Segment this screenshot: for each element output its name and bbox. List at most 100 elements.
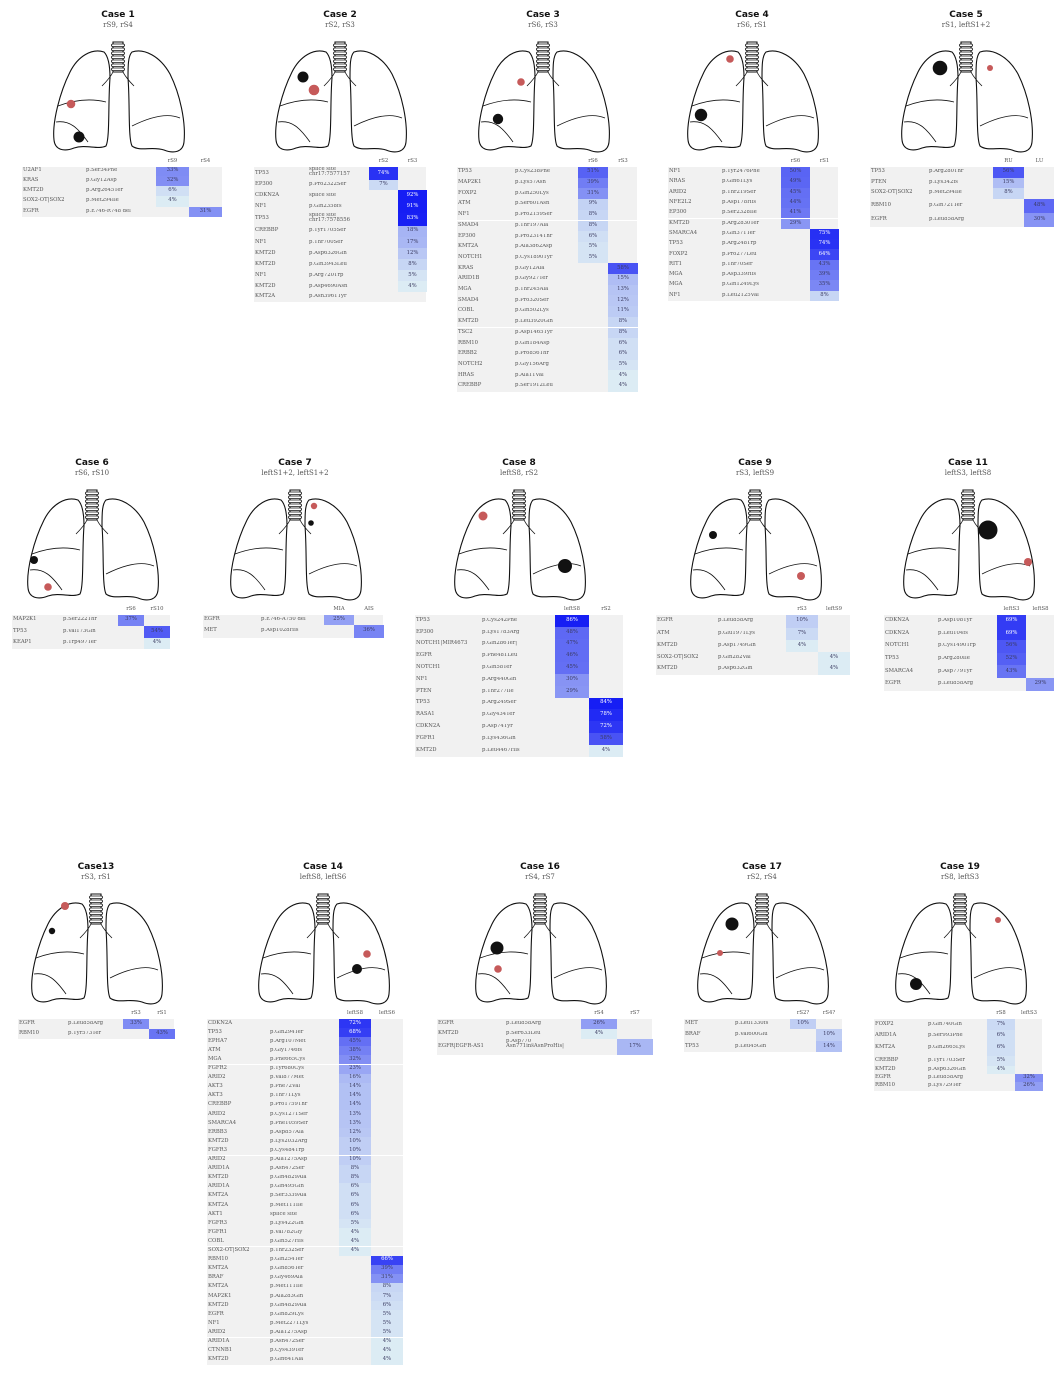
vaf-cell: 8%: [608, 316, 638, 328]
table-row: NF1 p.Arg720Trp 5%: [254, 270, 427, 281]
case-sites: rS1, leftS1+2: [941, 21, 991, 29]
column-header: leftS8: [564, 606, 580, 612]
vaf-cell: 51%: [578, 167, 608, 178]
tracheal-ring: [316, 907, 330, 911]
vaf-cell: 5%: [371, 1310, 403, 1320]
table-row: CDKN2A p.Asp74Tyr 72%: [415, 721, 623, 733]
vaf-label: 32%: [1023, 1073, 1035, 1080]
vaf-cell: 47%: [555, 638, 589, 651]
gene-name: ARID1A: [208, 1183, 230, 1190]
vaf-cell: 4%: [339, 1237, 371, 1247]
gene-name: EPHA7: [208, 1037, 228, 1044]
protein-change: p.Asp1028His: [261, 628, 299, 634]
lung-diagram: [697, 893, 829, 1005]
protein-change: p.Ser993Phe: [928, 1032, 963, 1038]
protein-change: p.Ala3862Asp: [515, 244, 553, 250]
vaf-cell: 58%: [589, 733, 623, 745]
table-row: MET p.Asp1028His 36%: [203, 625, 384, 638]
tracheal-ring: [85, 507, 99, 511]
tracheal-ring: [333, 67, 347, 71]
secondary-lesion-dot: [494, 965, 502, 973]
vaf-label: 10%: [349, 1146, 361, 1153]
fissure-line: [479, 951, 529, 959]
table-row: KMT2A p.Gln2665Lys 6%: [874, 1041, 1042, 1056]
bronchus-line: [526, 71, 560, 87]
vaf-cell: 56%: [993, 167, 1024, 178]
fissure-line: [308, 563, 358, 575]
vaf-cell: 41%: [781, 208, 810, 219]
case-title: Case 4: [735, 10, 769, 20]
protein-change: p.Lys422Gln: [270, 1220, 304, 1226]
protein-change: p.Arg280Thr: [929, 169, 964, 175]
tracheal-ring: [748, 499, 762, 503]
fissure-line: [109, 967, 159, 979]
tracheal-ring: [748, 511, 762, 515]
fissure-line: [768, 563, 818, 575]
gene-name: MGA: [208, 1055, 222, 1062]
tracheal-ring: [959, 67, 973, 71]
fissure-line: [899, 951, 949, 959]
vaf-label: 5%: [618, 360, 628, 367]
vaf-cell: 84%: [589, 697, 623, 710]
fissure-line: [55, 121, 89, 143]
table-row: AKT3 p.Phe72Val 14%: [207, 1082, 403, 1092]
vaf-label: 35%: [818, 281, 831, 288]
tracheal-ring: [512, 503, 526, 507]
gene-name: KMT2A: [208, 1201, 229, 1208]
case-title: Case 3: [526, 10, 560, 20]
bronchus-line: [278, 519, 312, 535]
gene-name: NOTCH2: [458, 360, 483, 367]
protein-change: p.Leu4467His: [482, 747, 520, 753]
vaf-label: 69%: [1005, 629, 1018, 636]
protein-change: p.Cys1490Trp: [938, 643, 976, 649]
vaf-cell: 56%: [997, 640, 1026, 653]
gene-name: SOX2-OT|SOX2: [23, 197, 65, 204]
tracheal-ring: [536, 47, 550, 51]
vaf-label: 45%: [349, 1037, 361, 1044]
left-lung-shape: [528, 498, 586, 601]
protein-change: p.Asp1465Tyr: [515, 329, 553, 335]
tracheal-ring: [755, 895, 769, 899]
gene-name: NF1: [255, 238, 267, 245]
vaf-cell: 26%: [1015, 1082, 1043, 1091]
secondary-lesion-dot: [308, 84, 320, 96]
tracheal-ring: [333, 59, 347, 63]
dominant-lesion-dot: [910, 978, 922, 990]
secondary-lesion-dot: [726, 55, 734, 63]
gene-name: KMT2D: [255, 282, 276, 289]
left-lung-shape: [764, 498, 822, 601]
tracheal-ring: [953, 907, 967, 911]
vaf-cell: 29%: [555, 685, 589, 698]
table-row: ARID1A p.Gln495Gln 6%: [207, 1182, 403, 1192]
protein-change: p.Gly12Ala: [515, 265, 545, 271]
fissure-line: [456, 569, 490, 591]
gene-name: TP53: [871, 168, 885, 175]
gene-name: ARID1B: [458, 275, 480, 282]
tracheal-ring: [333, 43, 347, 47]
vaf-cell: 66%: [371, 1255, 403, 1265]
left-lung-shape: [977, 498, 1035, 601]
vaf-cell: 31%: [371, 1273, 403, 1283]
table-row: RASA1 p.Gly434Ter 78%: [415, 709, 623, 722]
gene-name: KRAS: [458, 264, 474, 271]
secondary-lesion-dot: [363, 950, 371, 958]
vaf-label: 41%: [789, 209, 802, 216]
gene-name: RIT1: [669, 260, 682, 267]
vaf-label: 4%: [594, 1029, 604, 1036]
dominant-lesion-dot: [308, 520, 314, 526]
vaf-cell: 14%: [816, 1041, 842, 1052]
protein-change: p.Met2271Lys: [270, 1320, 309, 1326]
vaf-cell: 15%: [608, 274, 638, 285]
vaf-label: 6%: [996, 1044, 1006, 1051]
vaf-cell: 50%: [781, 167, 810, 178]
table-row: PTEN p.Thr277Ile 29%: [415, 685, 623, 698]
vaf-label: 8%: [408, 260, 417, 267]
vaf-cell: 44%: [781, 197, 810, 209]
table-row: MAP2K1 p.Ala283Gln 7%: [207, 1292, 403, 1302]
vaf-label: 5%: [996, 1056, 1006, 1063]
vaf-cell: 12%: [608, 295, 638, 307]
vaf-label: 75%: [818, 229, 831, 236]
vaf-cell: 29%: [1026, 678, 1054, 691]
tracheal-ring: [89, 907, 103, 911]
protein-change: p.Cys439Ter: [270, 1348, 304, 1354]
